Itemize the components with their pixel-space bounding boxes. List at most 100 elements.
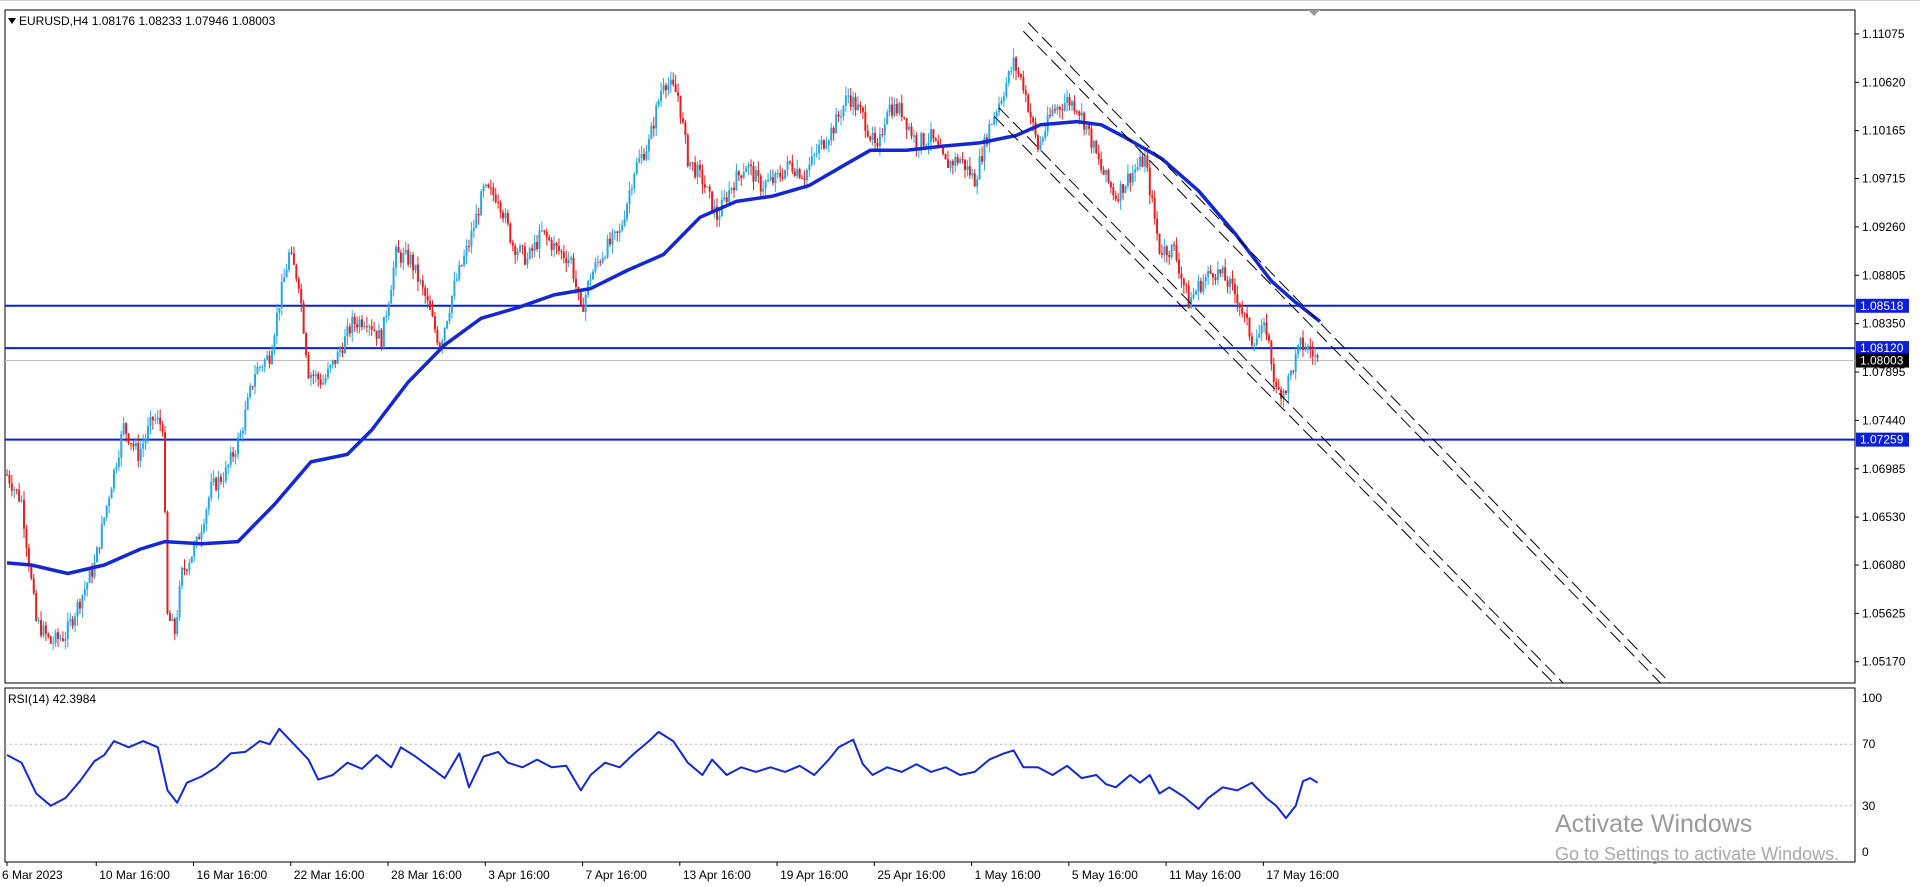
- candle-body: [100, 523, 103, 549]
- candle-body: [1187, 285, 1190, 309]
- price-axis-label: 1.08805: [1862, 268, 1906, 282]
- candle-body: [1114, 195, 1117, 200]
- candle-body: [1143, 155, 1146, 167]
- candle-body: [23, 500, 26, 529]
- candle-body: [115, 466, 118, 470]
- candle-body: [57, 632, 60, 639]
- level-label-box: [1856, 341, 1909, 356]
- candle-body: [1002, 96, 1005, 101]
- candle-body: [514, 245, 517, 256]
- candle-body: [25, 528, 28, 548]
- candle-body: [78, 601, 81, 609]
- candle-body: [504, 213, 507, 219]
- candle-body: [747, 164, 750, 168]
- price-axis-label: 1.10620: [1862, 75, 1906, 89]
- candle-body: [920, 133, 923, 150]
- candle-body: [1263, 322, 1266, 326]
- candle-body: [540, 230, 543, 232]
- candle-body: [771, 177, 774, 183]
- candle-body: [1314, 355, 1317, 357]
- candle-body: [784, 169, 787, 179]
- candle-body: [1219, 269, 1222, 274]
- time-axis-label: 16 Mar 16:00: [197, 868, 268, 882]
- candle-body: [465, 246, 468, 256]
- candle-body: [15, 489, 18, 491]
- time-axis-label: 13 Apr 16:00: [683, 868, 751, 882]
- candle-body: [1180, 273, 1183, 279]
- candle-body: [176, 617, 179, 634]
- price-axis-label: 1.08350: [1862, 317, 1906, 331]
- candle-body: [1122, 184, 1125, 193]
- candle-body: [674, 84, 677, 93]
- candle-body: [232, 452, 235, 457]
- candle-body: [1056, 106, 1059, 111]
- candle-body: [258, 366, 261, 368]
- candle-body: [217, 476, 220, 491]
- candle-body: [414, 264, 417, 271]
- candle-body: [937, 141, 940, 147]
- candle-body: [489, 187, 492, 189]
- time-axis-label: 28 Mar 16:00: [391, 868, 462, 882]
- candle-body: [1010, 70, 1013, 72]
- candle-body: [633, 173, 636, 189]
- candle-body: [1160, 253, 1163, 255]
- candle-body: [579, 292, 582, 305]
- candle-body: [1233, 283, 1236, 295]
- chart-header: EURUSD,H4 1.08176 1.08233 1.07946 1.0800…: [8, 14, 275, 28]
- candle-body: [1248, 317, 1251, 337]
- rsi-value: 42.3984: [52, 692, 97, 706]
- time-axis-label: 17 May 16:00: [1266, 868, 1339, 882]
- candle-body: [436, 329, 439, 343]
- candle-body: [227, 464, 230, 468]
- candle-body: [1102, 169, 1105, 175]
- candle-body: [10, 483, 13, 491]
- candle-body: [1024, 90, 1027, 95]
- candle-body: [679, 95, 682, 119]
- candle-body: [964, 159, 967, 170]
- candle-body: [723, 197, 726, 200]
- candle-body: [1017, 70, 1020, 74]
- candle-body: [487, 184, 490, 188]
- candle-body: [966, 166, 969, 170]
- candle-body: [893, 103, 896, 116]
- candle-body: [973, 173, 976, 187]
- candle-body: [550, 240, 553, 251]
- candle-body: [1270, 340, 1273, 365]
- candle-body: [426, 296, 429, 301]
- candle-body: [869, 136, 872, 140]
- candle-body: [59, 638, 62, 640]
- candle-body: [769, 177, 772, 181]
- candle-body: [387, 303, 390, 316]
- candle-body: [353, 316, 356, 325]
- candle-body: [416, 264, 419, 282]
- candle-body: [1156, 218, 1159, 234]
- candle-body: [820, 140, 823, 145]
- candle-body: [895, 103, 898, 114]
- candle-body: [122, 423, 125, 434]
- candle-body: [202, 524, 205, 532]
- candle-body: [759, 175, 762, 192]
- candle-body: [98, 547, 101, 549]
- candle-body: [1253, 345, 1256, 347]
- candle-body: [1153, 197, 1156, 219]
- candle-body: [1260, 325, 1263, 334]
- candle-body: [368, 326, 371, 328]
- chart-menu-triangle-icon[interactable]: [8, 18, 16, 24]
- candle-body: [76, 601, 79, 617]
- candle-body: [273, 335, 276, 351]
- candle-body: [623, 218, 626, 226]
- candle-body: [1275, 381, 1278, 388]
- candle-body: [54, 632, 57, 643]
- candle-body: [511, 242, 514, 246]
- candle-body: [110, 488, 113, 499]
- candle-body: [13, 489, 16, 491]
- candle-body: [1170, 244, 1173, 257]
- candle-body: [1212, 273, 1215, 278]
- candle-body: [134, 442, 137, 447]
- candle-body: [156, 417, 159, 420]
- candle-body: [1192, 294, 1195, 298]
- candle-body: [251, 386, 254, 388]
- candle-body: [288, 252, 291, 270]
